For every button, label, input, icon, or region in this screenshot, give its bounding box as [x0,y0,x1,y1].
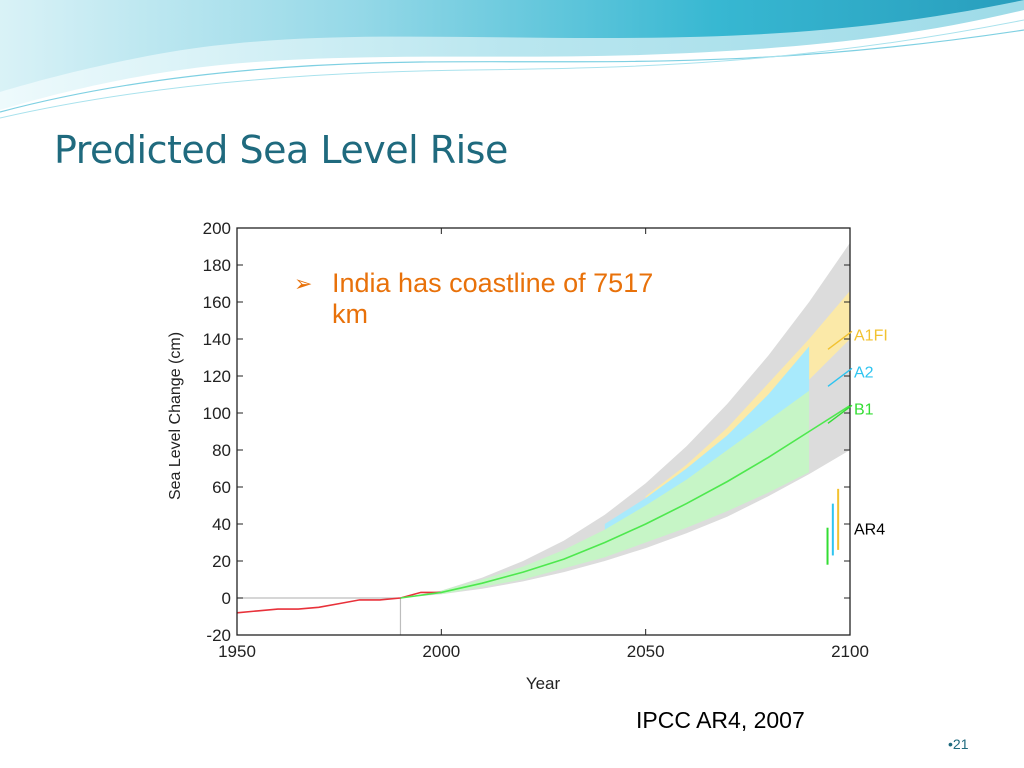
bullet-arrow-icon: ➢ [294,271,313,296]
header-wave-banner [0,0,1024,119]
scenario-label-b1: B1 [854,401,874,418]
scenario-label-a1fi: A1FI [854,327,888,344]
scenario-labels: A1FI A2 B1 AR4 [827,327,888,539]
x-tick-label: 2100 [831,642,869,661]
band-b1 [441,390,810,595]
x-axis-title: Year [526,674,561,693]
lines-layer [236,404,851,635]
y-tick-label: 0 [222,589,231,608]
series-line-b1 [400,404,851,599]
series-line-observed [236,591,442,614]
y-tick-label: -20 [206,626,231,645]
slide-title: Predicted Sea Level Rise [54,128,508,172]
y-tick-label: 20 [212,552,231,571]
y-tick-label: 180 [203,256,231,275]
chart-panel: -20 0 20 40 60 80 100 120 140 160 180 200 1950 2000 20… [147,212,903,700]
source-citation: IPCC AR4, 2007 [636,707,805,733]
y-axis-title: Sea Level Change (cm) [167,332,184,500]
scenario-label-ar4: AR4 [854,522,885,539]
scenario-label-a2: A2 [854,364,874,381]
bands-layer [400,242,850,599]
x-tick-label: 2000 [422,642,460,661]
y-tick-label: 40 [212,515,231,534]
label-leader-a1fi [827,330,853,350]
y-tick-label: 120 [203,367,231,386]
y-tick-label: 80 [212,441,231,460]
axis-ticks: -20 0 20 40 60 80 100 120 140 160 180 200 1950 2000 20… [203,219,869,661]
label-leader-b1 [827,404,853,424]
label-leader-a2 [827,367,853,387]
sea-level-chart: -20 0 20 40 60 80 100 120 140 160 180 200 1950 2000 20… [167,219,888,693]
y-tick-label: 160 [203,293,231,312]
y-tick-label: 140 [203,330,231,349]
band-uncertainty [400,242,850,599]
plot-frame [236,227,851,636]
y-tick-label: 60 [212,478,231,497]
x-tick-label: 1950 [218,642,256,661]
ar4-range-bars [826,488,840,565]
y-tick-label: 100 [203,404,231,423]
page-number: •21 [948,736,969,752]
bullet-text: India has coastline of 7517 km [332,268,654,329]
bullet-point: ➢ India has coastline of 7517 km [294,268,674,330]
plot-border [236,227,851,636]
x-tick-label: 2050 [627,642,665,661]
y-tick-label: 200 [203,219,231,238]
